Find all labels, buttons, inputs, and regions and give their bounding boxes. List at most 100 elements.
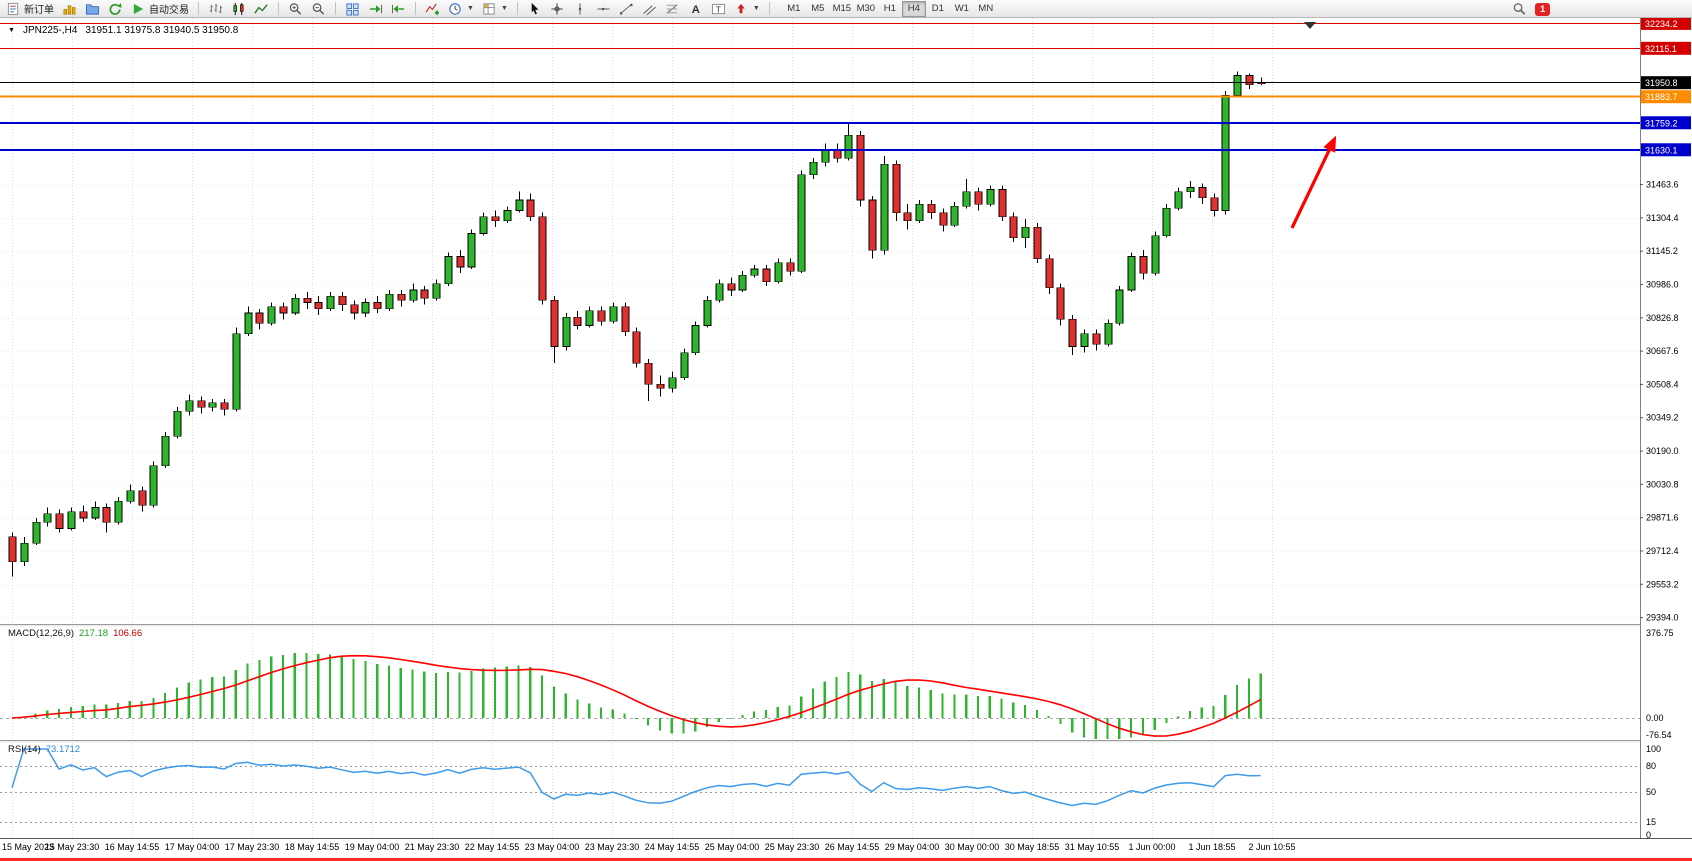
cursor-icon (531, 2, 539, 14)
macd-signal-line (11, 654, 1262, 737)
svg-text:18 May 14:55: 18 May 14:55 (285, 842, 340, 852)
grid-lines (0, 18, 1640, 838)
text-icon: A (692, 4, 700, 16)
vertical-line-button[interactable] (570, 1, 591, 17)
algo-trading-button[interactable]: 自动交易 (128, 1, 192, 17)
svg-text:23 May 23:30: 23 May 23:30 (585, 842, 640, 852)
fibonacci-icon (666, 3, 678, 14)
svg-text:32234.2: 32234.2 (1645, 19, 1678, 29)
timeframe-button-M1[interactable]: M1 (787, 3, 801, 14)
timeframe-button-M30[interactable]: M30 (856, 3, 876, 14)
notification-badge[interactable]: 1 (1535, 2, 1551, 16)
zoom-out-button[interactable] (308, 1, 329, 17)
svg-text:0.00: 0.00 (1646, 713, 1664, 723)
profiles-button[interactable] (82, 1, 103, 17)
price-chart-canvas[interactable]: 31463.6 31304.4 31145.2 30986.0 30826.8 30667… (0, 18, 1692, 861)
svg-text:0: 0 (1646, 830, 1651, 840)
text-button[interactable]: A (685, 1, 706, 17)
timeframe-button-M5[interactable]: M5 (811, 3, 825, 14)
macd-name: MACD(12,26,9) (8, 628, 74, 639)
chart-shift-icon (391, 4, 405, 13)
one-click-trading-toggle[interactable]: ▼ (8, 27, 15, 34)
timeframe-button-H4[interactable]: H4 (901, 0, 926, 17)
toolbar-right-cluster: 1 (1512, 1, 1551, 17)
zoom-in-button[interactable] (285, 1, 306, 17)
toolbar-separator (516, 2, 518, 15)
new-chart-icon (63, 4, 76, 14)
trendline-button[interactable] (616, 1, 637, 17)
fibonacci-button[interactable] (662, 1, 683, 17)
navigator-button[interactable] (105, 1, 126, 17)
templates-button[interactable]: ▼ (479, 1, 511, 17)
timeframe-button-MN[interactable]: MN (978, 3, 994, 14)
svg-text:30986.0: 30986.0 (1646, 280, 1679, 290)
toolbar-separator (768, 2, 770, 15)
crosshair-icon (551, 2, 563, 15)
svg-text:31759.2: 31759.2 (1645, 118, 1678, 128)
timeframe-button-M15[interactable]: M15 (832, 3, 852, 14)
toolbar-separator (198, 2, 199, 15)
crosshair-button[interactable] (547, 1, 568, 17)
chart-shift-button[interactable] (388, 1, 409, 17)
timeframe-button-H1[interactable]: H1 (883, 3, 896, 14)
tile-windows-button[interactable] (342, 1, 363, 17)
auto-scroll-button[interactable] (365, 1, 386, 17)
svg-text:-76.54: -76.54 (1646, 730, 1672, 740)
trend-arrow-annotation[interactable] (1290, 149, 1331, 229)
arrows-button[interactable]: ▼ (731, 1, 763, 17)
svg-text:2 Jun 10:55: 2 Jun 10:55 (1248, 842, 1295, 852)
auto-scroll-icon (369, 4, 383, 13)
svg-text:80: 80 (1646, 761, 1656, 771)
channel-button[interactable] (639, 1, 660, 17)
svg-text:26 May 14:55: 26 May 14:55 (825, 842, 880, 852)
horizontal-line-objects[interactable] (0, 22, 1640, 151)
bar-chart-button[interactable] (205, 1, 226, 17)
chart-shift-marker[interactable] (1304, 22, 1316, 29)
arrow-object-icon (737, 3, 745, 13)
line-chart-button[interactable] (251, 1, 272, 17)
main-toolbar: 新订单 自动交易 (0, 0, 1692, 18)
zoom-in-icon (289, 2, 302, 15)
svg-text:17 May 23:30: 17 May 23:30 (225, 842, 280, 852)
svg-text:15 May 23:30: 15 May 23:30 (45, 842, 100, 852)
svg-text:31145.2: 31145.2 (1646, 246, 1678, 256)
svg-text:29553.2: 29553.2 (1646, 579, 1679, 589)
svg-text:29712.4: 29712.4 (1646, 546, 1679, 556)
horizontal-line-button[interactable] (593, 1, 614, 17)
svg-text:22 May 14:55: 22 May 14:55 (465, 842, 520, 852)
rsi-value: 73.1712 (45, 744, 81, 755)
new-chart-button[interactable] (59, 1, 80, 17)
timeframe-button-D1[interactable]: D1 (931, 3, 944, 14)
macd-histogram (22, 652, 1262, 739)
svg-text:29 May 04:00: 29 May 04:00 (885, 842, 940, 852)
new-order-button[interactable]: 新订单 (3, 1, 57, 17)
price-axis[interactable]: 31463.6 31304.4 31145.2 30986.0 30826.8 30667… (1640, 18, 1692, 861)
svg-text:31304.4: 31304.4 (1646, 213, 1679, 223)
svg-text:15: 15 (1646, 817, 1656, 827)
search-icon[interactable] (1512, 2, 1527, 16)
indicators-button[interactable] (422, 1, 443, 17)
svg-text:30 May 18:55: 30 May 18:55 (1005, 842, 1060, 852)
new-order-icon (7, 2, 19, 15)
timeframe-button-W1[interactable]: W1 (954, 3, 969, 14)
svg-text:100: 100 (1646, 744, 1661, 754)
toolbar-separator (415, 2, 416, 15)
periods-button[interactable]: ▼ (445, 1, 477, 17)
chart-header: ▼ JPN225-,H4 31951.1 31975.8 31940.5 319… (8, 25, 238, 36)
svg-text:30667.6: 30667.6 (1646, 346, 1679, 356)
candlestick-chart-button[interactable] (228, 1, 249, 17)
cursor-button[interactable] (524, 1, 545, 17)
chevron-down-icon: ▼ (467, 5, 474, 12)
bar-chart-icon (209, 3, 223, 13)
svg-text:24 May 14:55: 24 May 14:55 (645, 842, 700, 852)
label-button[interactable]: T (708, 1, 729, 17)
rsi-indicator-label: RSI(14) 73.1712 (8, 744, 80, 755)
candlestick-series (8, 71, 1266, 577)
svg-text:1 Jun 18:55: 1 Jun 18:55 (1188, 842, 1235, 852)
svg-text:31 May 10:55: 31 May 10:55 (1065, 842, 1120, 852)
svg-text:15 May 2023: 15 May 2023 (2, 842, 54, 852)
macd-main-value: 217.18 (79, 628, 109, 639)
price-axis-badges: 32234.2 32115.1 31950.8 31883.7 31759.2 31630… (1641, 18, 1691, 157)
indicators-icon (425, 3, 440, 15)
